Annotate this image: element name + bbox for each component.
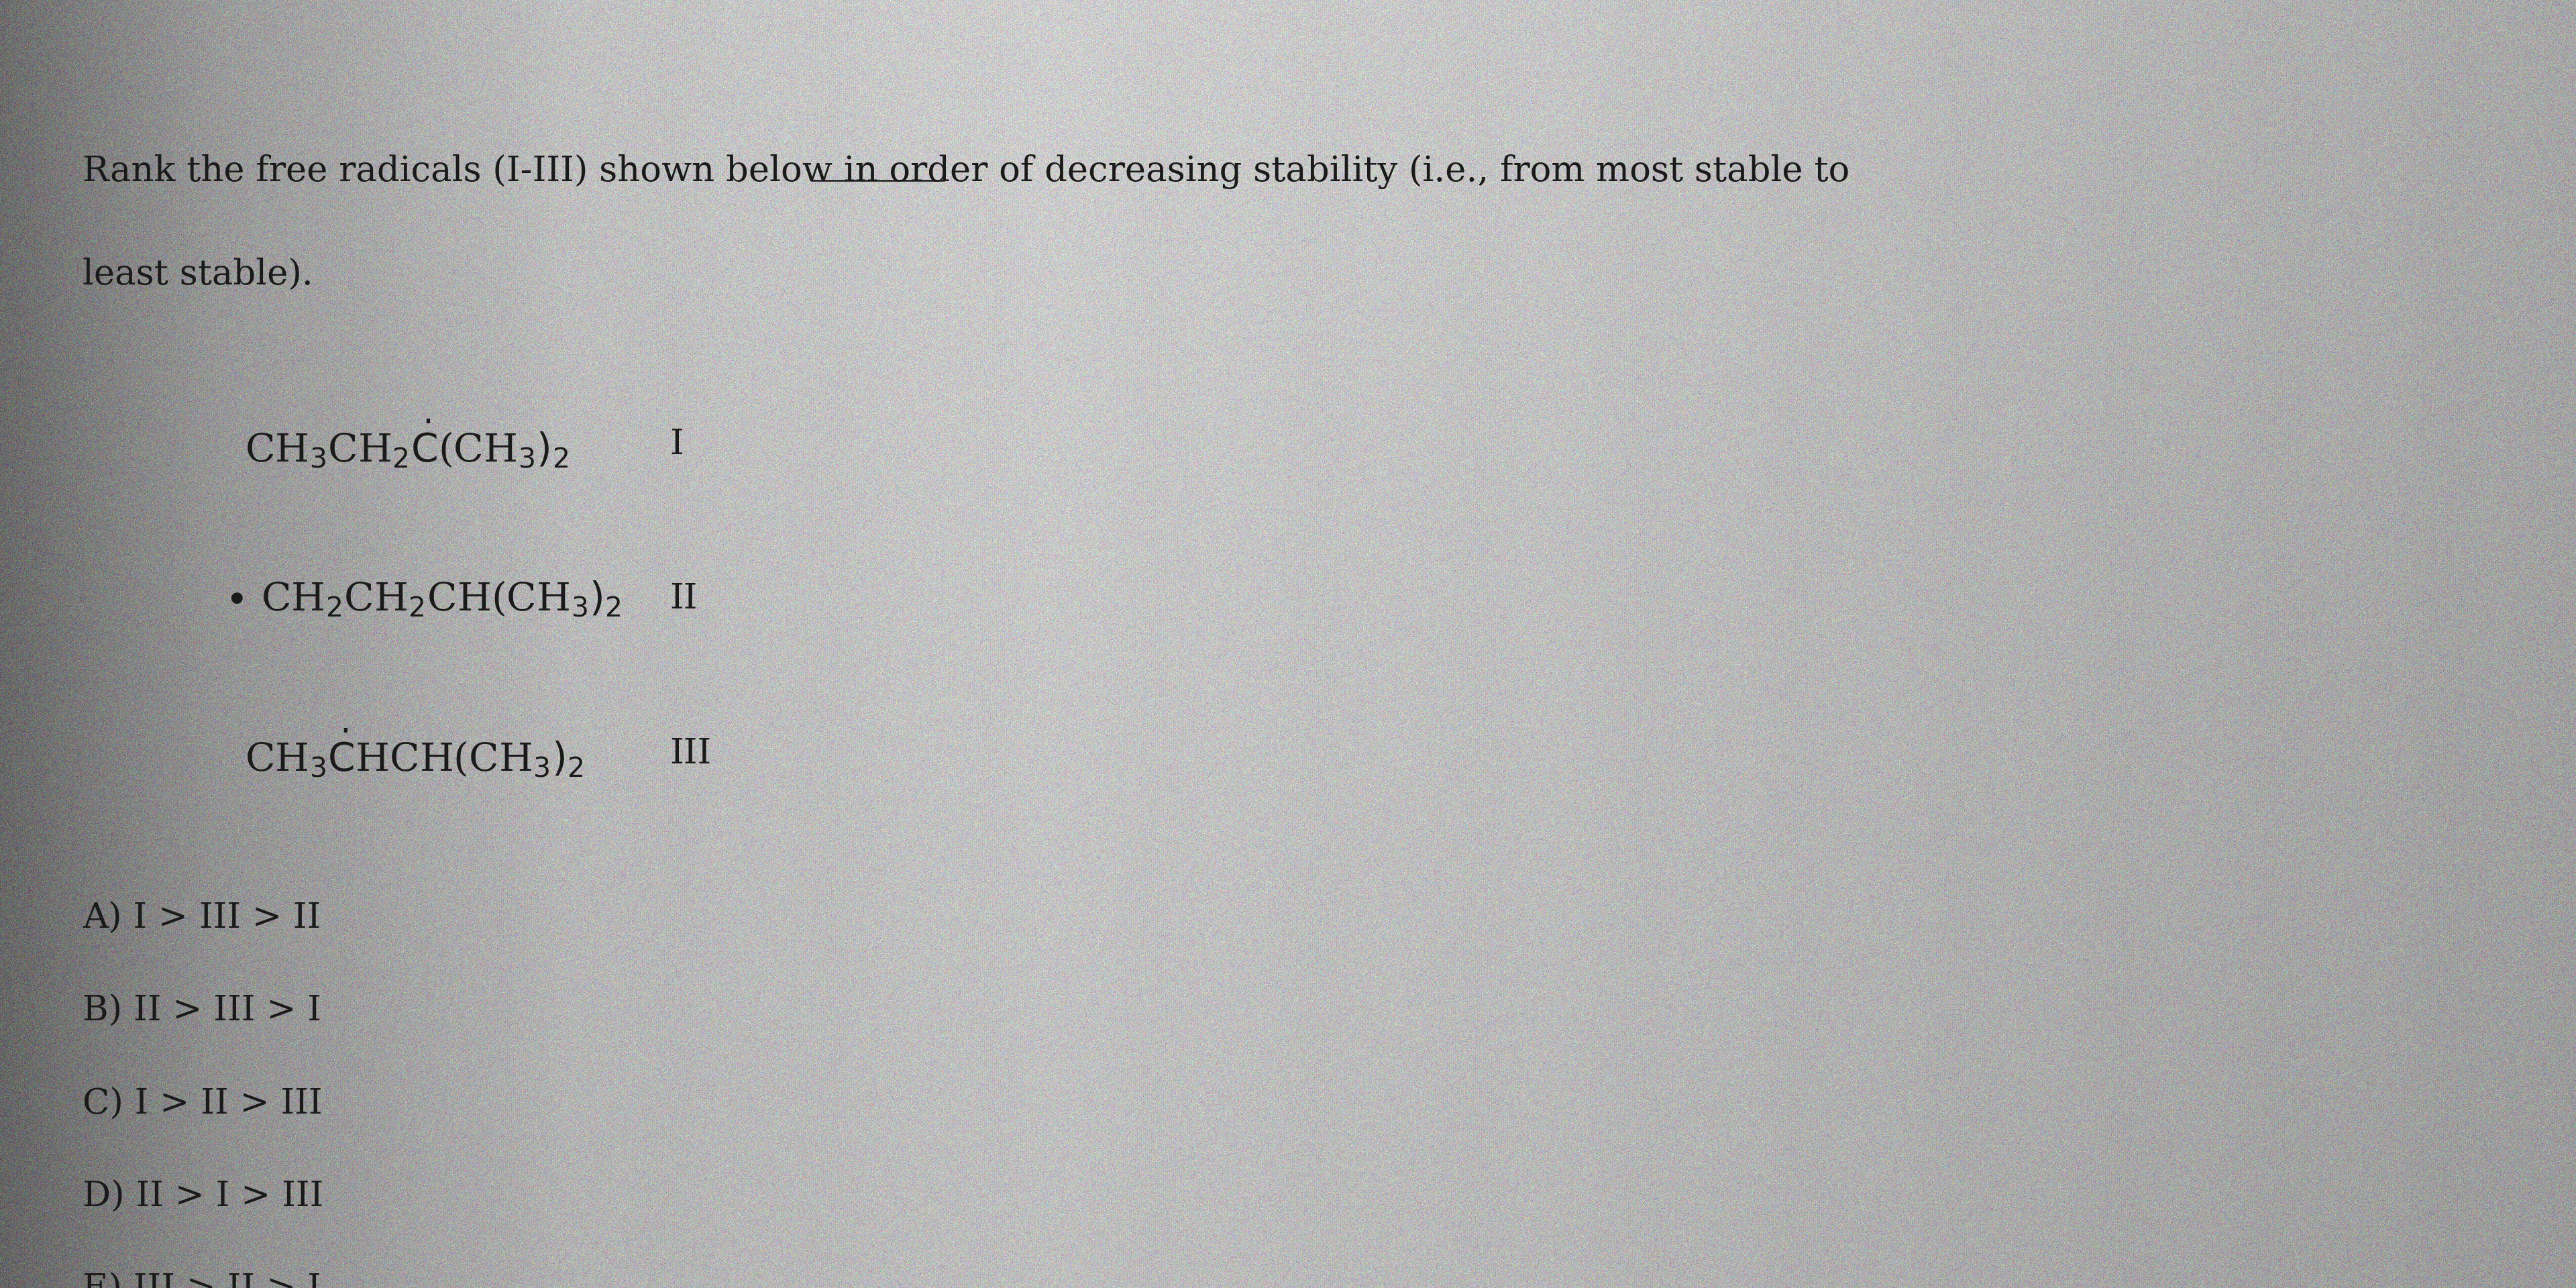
- Text: E) III > II > I: E) III > II > I: [82, 1273, 322, 1288]
- Text: CH$_3\dot{\rm C}$HCH(CH$_3)_2$: CH$_3\dot{\rm C}$HCH(CH$_3)_2$: [245, 728, 582, 779]
- Text: least stable).: least stable).: [82, 258, 314, 292]
- Text: CH$_3$CH$_2\dot{\rm C}$(CH$_3)_2$: CH$_3$CH$_2\dot{\rm C}$(CH$_3)_2$: [245, 419, 569, 470]
- Text: C) I > II > III: C) I > II > III: [82, 1087, 322, 1122]
- Text: Rank the free radicals (I-III) shown below in order of decreasing stability (i.e: Rank the free radicals (I-III) shown bel…: [82, 155, 1850, 189]
- Text: $\bullet$ CH$_2$CH$_2$CH(CH$_3)_2$: $\bullet$ CH$_2$CH$_2$CH(CH$_3)_2$: [224, 580, 621, 618]
- Text: III: III: [670, 737, 711, 770]
- Text: II: II: [670, 582, 698, 616]
- Text: B) II > III > I: B) II > III > I: [82, 994, 322, 1029]
- Text: I: I: [670, 428, 683, 461]
- Text: D) II > I > III: D) II > I > III: [82, 1180, 325, 1215]
- Text: A) I > III > II: A) I > III > II: [82, 902, 322, 936]
